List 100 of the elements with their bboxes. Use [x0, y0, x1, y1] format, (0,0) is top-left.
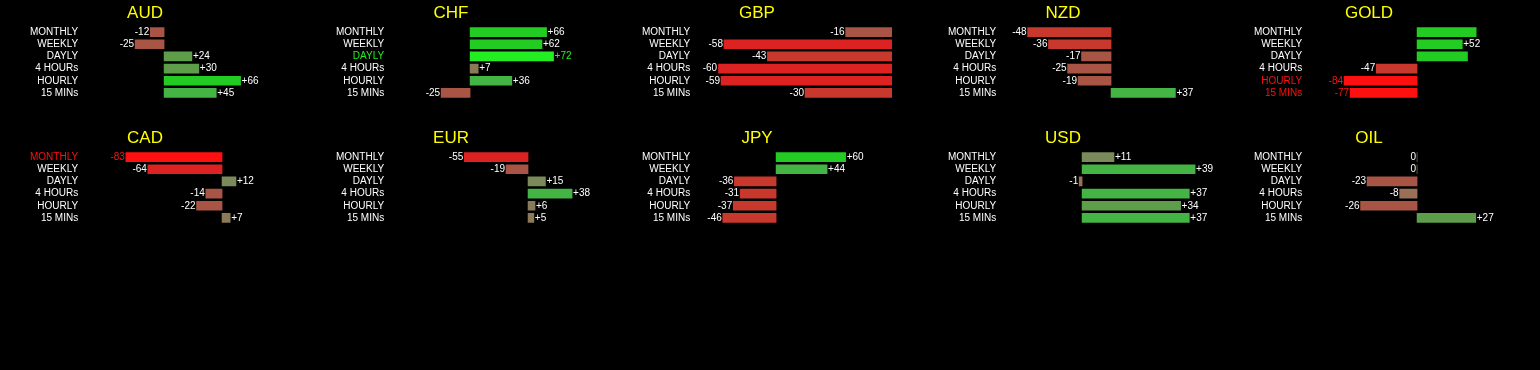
y-tick-label: WEEKLY	[955, 38, 997, 49]
y-tick-label: 4 HOURs	[35, 187, 79, 199]
data-label: -64	[132, 163, 148, 174]
bar	[469, 75, 513, 86]
data-label: -60	[702, 62, 718, 74]
y-tick-label: 4 HOURs	[35, 62, 79, 74]
bar	[149, 27, 165, 37]
data-label: -36	[718, 175, 734, 187]
y-tick-label: DAYLY	[46, 50, 79, 62]
data-label: -43	[751, 50, 767, 62]
data-label: +30	[199, 62, 218, 74]
chart-title: GBP	[739, 3, 775, 23]
data-label: 0	[1410, 150, 1417, 162]
data-label: +34	[1181, 199, 1200, 211]
y-tick-label: 4 HOURs	[953, 62, 997, 74]
bar	[1343, 75, 1418, 86]
data-label: +37	[1176, 86, 1194, 98]
y-tick-label: HOURLY	[1261, 199, 1303, 211]
bar	[469, 63, 479, 74]
y-tick-label: 15 MINs	[958, 211, 997, 223]
y-tick-label: DAYLY	[658, 50, 691, 62]
y-tick-label: HOURLY	[37, 199, 79, 211]
y-tick-label: 15 MINs	[40, 211, 79, 223]
y-tick-label: MONTHLY	[641, 25, 691, 37]
bar	[1081, 188, 1190, 199]
bar	[1349, 88, 1418, 98]
y-tick-label: DAYLY	[658, 175, 691, 187]
y-tick-label: 15 MINs	[958, 86, 997, 98]
data-label: -48	[1012, 25, 1028, 37]
bar	[469, 51, 554, 62]
y-tick-label: MONTHLY	[1253, 25, 1303, 37]
bar	[1081, 164, 1196, 175]
data-label: -46	[707, 211, 723, 223]
bar	[505, 164, 529, 175]
y-tick-label: WEEKLY	[343, 163, 385, 174]
data-label: +38	[573, 187, 591, 199]
bar	[163, 75, 241, 86]
y-tick-label: MONTHLY	[29, 25, 79, 37]
y-tick-label: DAYLY	[1270, 175, 1303, 187]
data-label: +44	[828, 163, 846, 174]
bar	[463, 152, 529, 162]
y-tick-label: HOURLY	[955, 199, 997, 211]
y-tick-label: MONTHLY	[947, 25, 997, 37]
y-tick-label: DAYLY	[352, 175, 385, 187]
data-label: -25	[119, 38, 135, 49]
data-label: -19	[1062, 74, 1078, 86]
chart-title: EUR	[433, 128, 469, 148]
y-tick-label: 15 MINs	[346, 211, 385, 223]
y-tick-label: 4 HOURs	[953, 187, 997, 199]
bar	[1416, 27, 1477, 37]
data-label: -25	[425, 86, 441, 98]
data-label: +27	[1476, 211, 1495, 223]
y-tick-label: 4 HOURs	[1259, 62, 1303, 74]
data-label: +37	[1190, 211, 1208, 223]
data-label: -84	[1328, 74, 1344, 86]
y-tick-label: 4 HOURs	[647, 62, 691, 74]
bar	[527, 176, 546, 187]
y-tick-label: 4 HOURs	[341, 62, 385, 74]
data-label: -17	[1066, 50, 1081, 62]
data-label: -12	[134, 25, 150, 37]
y-tick-label: WEEKLY	[649, 38, 691, 49]
y-tick-label: HOURLY	[343, 74, 385, 86]
data-label: +6	[536, 199, 548, 211]
bar	[1081, 200, 1181, 211]
data-label: +12	[236, 175, 255, 187]
y-tick-label: HOURLY	[955, 74, 997, 86]
data-label: -31	[724, 187, 740, 199]
bar	[134, 39, 165, 50]
chart-title: OIL	[1355, 128, 1383, 148]
data-label: -77	[1334, 86, 1350, 98]
bar	[527, 200, 536, 211]
data-label: +45	[217, 86, 235, 98]
data-label: +36	[512, 74, 531, 86]
bar	[469, 39, 543, 50]
y-tick-label: WEEKLY	[37, 163, 79, 174]
data-label: +39	[1196, 163, 1214, 174]
y-tick-label: DAYLY	[964, 175, 997, 187]
y-tick-label: 15 MINs	[346, 86, 385, 98]
y-tick-label: DAYLY	[964, 50, 997, 62]
chart-title: JPY	[741, 128, 773, 148]
bar	[163, 88, 217, 98]
y-tick-label: MONTHLY	[641, 150, 691, 162]
data-label: -30	[789, 86, 805, 98]
data-label: -19	[490, 163, 506, 174]
data-label: -25	[1052, 62, 1068, 74]
data-label: -47	[1360, 62, 1376, 74]
bar	[1081, 152, 1115, 162]
bar	[527, 213, 535, 223]
bar	[1375, 63, 1418, 74]
data-label: +72	[554, 50, 572, 62]
bar	[1081, 213, 1190, 223]
data-label: +66	[241, 74, 259, 86]
y-tick-label: MONTHLY	[1253, 150, 1303, 162]
data-label: +37	[1190, 187, 1208, 199]
bar	[469, 27, 547, 37]
data-label: -26	[1345, 199, 1361, 211]
data-label: -83	[110, 150, 126, 162]
y-tick-label: WEEKLY	[649, 163, 691, 174]
chart-title: AUD	[127, 3, 163, 23]
y-tick-label: MONTHLY	[335, 150, 385, 162]
